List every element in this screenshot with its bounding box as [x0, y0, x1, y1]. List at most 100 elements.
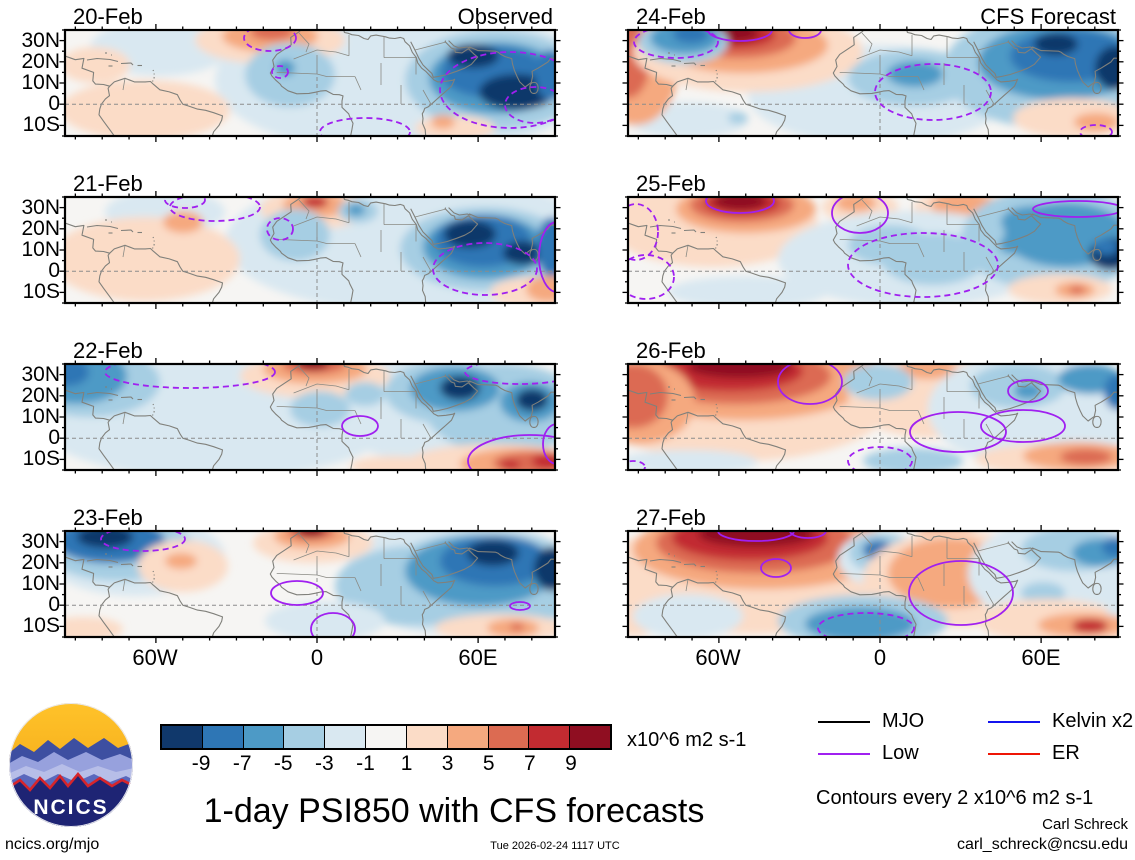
colorbar: -9 -7 -5 -3 -1 1 3 5 7 9	[160, 724, 612, 782]
lat-tick-label: 20N	[21, 216, 60, 240]
colorbar-segment	[406, 726, 448, 748]
lon-tick-label: 0	[310, 645, 324, 670]
colorbar-tick-label: -1	[356, 752, 375, 775]
colorbar-tick-label: -3	[315, 752, 334, 775]
panel-date: 21-Feb	[73, 171, 143, 196]
lon-tick-label: 0	[873, 645, 887, 670]
map-panel-23feb: 23-Feb	[59, 506, 561, 643]
logo-text: NCICS	[33, 796, 108, 819]
colorbar-tick-label: -7	[232, 752, 252, 775]
colorbar-tick-label: 7	[523, 752, 536, 775]
panel-date: 26-Feb	[636, 338, 706, 363]
author-email[interactable]: carl_schreck@ncsu.edu	[957, 836, 1128, 853]
map-canvas	[59, 24, 561, 142]
colorbar-segment	[284, 726, 326, 748]
legend-label-er: ER	[1052, 742, 1080, 764]
lon-tick-label: 60W	[695, 645, 741, 670]
coastlines	[65, 30, 555, 136]
lat-tick-label: 0	[48, 426, 60, 450]
colorbar-segment	[570, 726, 610, 748]
map-panel-24feb: 24-Feb CFS Forecast	[622, 5, 1124, 142]
colorbar-segment	[447, 726, 489, 748]
er-line-swatch	[988, 752, 1040, 755]
country-borders	[122, 366, 447, 439]
colorbar-units-label: x10^6 m2 s-1	[627, 729, 747, 751]
panel-header: 22-Feb	[65, 337, 555, 363]
lat-tick-label: 30N	[21, 529, 60, 553]
colorbar-tick-label: 9	[565, 752, 577, 775]
kelvin-line-swatch	[988, 720, 1040, 723]
coastlines	[65, 364, 555, 470]
map-canvas	[622, 24, 1124, 142]
anomaly-fill-field	[65, 30, 555, 136]
figure-title: 1-day PSI850 with CFS forecasts	[203, 792, 705, 830]
panel-header: 21-Feb	[65, 170, 555, 196]
timestamp: Tue 2026-02-24 1117 UTC	[490, 840, 620, 852]
panel-header: 25-Feb	[628, 170, 1118, 196]
panel-header: 27-Feb	[628, 504, 1118, 530]
anomaly-fill-field	[65, 197, 555, 303]
low-wave-contours	[628, 197, 1118, 300]
logo-red-ridgeline	[9, 771, 133, 792]
contour-interval-note: Contours every 2 x10^6 m2 s-1	[816, 787, 1094, 809]
map-canvas	[622, 525, 1124, 643]
lat-tick-label: 20N	[21, 550, 60, 574]
author-credit: Carl Schreck	[1042, 816, 1128, 833]
colorbar-tick-label: 3	[441, 752, 454, 775]
map-canvas	[59, 191, 561, 309]
low-wave-contours	[104, 364, 555, 470]
column-heading-observed: Observed	[457, 4, 553, 29]
map-canvas	[622, 191, 1124, 309]
panel-date: 27-Feb	[636, 505, 706, 530]
panel-date: 20-Feb	[73, 4, 143, 29]
footer-url[interactable]: ncics.org/mjo	[5, 836, 100, 853]
map-canvas	[622, 358, 1124, 476]
column-heading-forecast: CFS Forecast	[980, 4, 1116, 29]
colorbar-segment	[202, 726, 244, 748]
panel-frame	[626, 362, 1120, 472]
colorbar-segment	[325, 726, 367, 748]
lat-tick-label: 10S	[22, 614, 60, 638]
lat-tick-label: 10S	[22, 447, 60, 471]
coastlines	[628, 197, 1118, 303]
colorbar-tick-label: 1	[400, 752, 413, 775]
map-panel-21feb: 21-Feb	[59, 172, 561, 309]
lat-tick-label: 10S	[22, 113, 60, 137]
legend-label-kelvin: Kelvin x2	[1052, 710, 1134, 732]
legend-item-low: Low	[818, 742, 919, 765]
lat-tick-label: 0	[48, 593, 60, 617]
lat-tick-label: 10N	[21, 405, 60, 428]
low-line-swatch	[818, 752, 870, 755]
lat-tick-label: 10N	[21, 572, 60, 595]
colorbar-segment	[162, 726, 203, 748]
anomaly-fill-field	[65, 364, 555, 470]
panel-header: 24-Feb CFS Forecast	[628, 3, 1118, 29]
low-wave-contours	[717, 531, 1014, 637]
coastlines	[65, 531, 555, 637]
low-wave-contours	[100, 531, 531, 637]
lon-tick-label: 60E	[458, 645, 498, 670]
map-canvas	[59, 358, 561, 476]
coastlines	[65, 197, 555, 303]
panel-frame	[63, 362, 557, 472]
low-wave-contours	[164, 197, 555, 296]
lat-tick-label: 10N	[21, 238, 60, 261]
lat-tick-label: 0	[48, 92, 60, 116]
lon-tick-label: 60W	[132, 645, 178, 670]
map-panel-20feb: 20-Feb Observed	[59, 5, 561, 142]
colorbar-swatches	[160, 724, 612, 750]
panel-frame	[626, 28, 1120, 138]
coastlines	[628, 30, 1118, 136]
legend-label-mjo: MJO	[882, 710, 925, 732]
colorbar-segment	[243, 726, 285, 748]
lat-tick-label: 10N	[21, 71, 60, 94]
panel-frame	[63, 195, 557, 305]
panel-date: 22-Feb	[73, 338, 143, 363]
panel-date: 23-Feb	[73, 505, 143, 530]
lon-tick-label: 60E	[1021, 645, 1061, 670]
logo-front-mountain	[9, 774, 133, 827]
colorbar-segment	[366, 726, 407, 748]
colorbar-segment	[488, 726, 530, 748]
panel-frame	[626, 195, 1120, 305]
